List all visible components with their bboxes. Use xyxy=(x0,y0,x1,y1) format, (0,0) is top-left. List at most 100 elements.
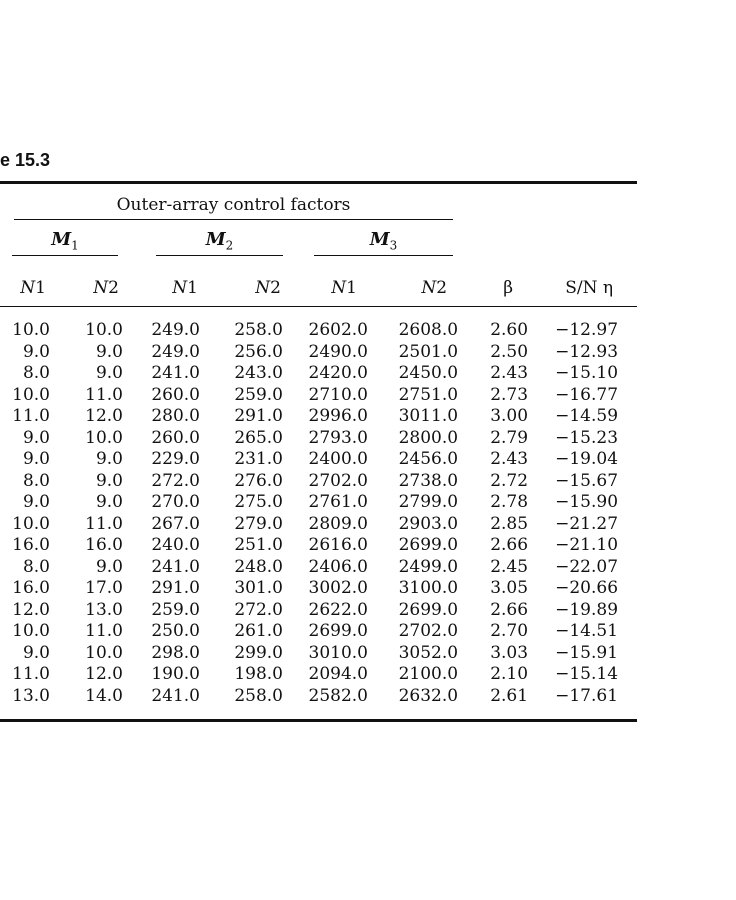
table-cell: 9.0 xyxy=(95,449,123,469)
spacer-cell xyxy=(618,621,637,643)
table-cell: 11.0 xyxy=(12,664,50,684)
table-cell: 2622.0 xyxy=(308,599,368,620)
table-cell: 9.0 xyxy=(22,341,50,362)
table-cell: 275.0 xyxy=(234,492,283,512)
table-cell: 261.0 xyxy=(234,621,283,641)
table-cell: 10.0 xyxy=(85,320,123,340)
table-cell: 2.85 xyxy=(490,513,529,534)
table-cell: 2501.0 xyxy=(398,341,459,362)
table-cell: −17.61 xyxy=(555,685,619,706)
table-cell: 299.0 xyxy=(234,642,283,663)
table-cell: 259.0 xyxy=(151,599,200,620)
table-cell: 256.0 xyxy=(234,341,283,362)
span-header-cell: Outer-array control factors xyxy=(0,183,458,220)
table-cell: 258.0 xyxy=(234,320,283,340)
table-cell: 2761.0 xyxy=(308,492,368,512)
table-cell: 2406.0 xyxy=(308,556,368,577)
table-cell: −12.97 xyxy=(555,320,619,340)
table-cell: 291.0 xyxy=(234,406,283,426)
table-cell: −15.90 xyxy=(555,492,619,512)
table-caption: e 15.3 xyxy=(0,150,51,170)
table-cell: 9.0 xyxy=(95,341,123,362)
table-cell: 259.0 xyxy=(234,384,283,405)
group-header-m1-subscript: 1 xyxy=(71,238,79,252)
table-cell: 2903.0 xyxy=(398,513,459,534)
table-cell: −20.66 xyxy=(555,578,619,598)
table-cell: 240.0 xyxy=(151,535,200,555)
group-header-m3: M3 xyxy=(283,220,458,256)
span-header-row: Outer-array control factors xyxy=(0,183,637,220)
table-cell: 2632.0 xyxy=(398,685,459,706)
table-cell: −15.14 xyxy=(555,664,619,684)
table-cell: 2.66 xyxy=(490,535,529,555)
table-cell: 2.72 xyxy=(490,470,529,491)
table-cell: 3052.0 xyxy=(398,642,459,663)
table-cell: 2.61 xyxy=(490,685,529,706)
table-cell: 190.0 xyxy=(151,664,200,684)
table-cell: 241.0 xyxy=(151,685,200,706)
table-row: 11.0 12.0 280.0 291.0 2996.0 3011.0 3.00 −14.59 xyxy=(0,406,637,428)
table-cell: −14.59 xyxy=(555,406,619,426)
table-cell: −16.77 xyxy=(555,384,619,405)
table-cell: 291.0 xyxy=(151,578,200,598)
table-cell: 10.0 xyxy=(12,513,50,534)
col-header-n1-m1-num: 1 xyxy=(35,278,46,298)
table-row: 11.0 12.0 190.0 198.0 2094.0 2100.0 2.10 −15.14 xyxy=(0,664,637,686)
table-cell: 16.0 xyxy=(12,578,50,598)
table-cell: 2400.0 xyxy=(308,449,368,469)
spacer-cell xyxy=(618,342,637,364)
table-cell: 11.0 xyxy=(85,513,123,534)
table-cell: 2996.0 xyxy=(308,406,368,426)
table-cell: 2420.0 xyxy=(308,363,368,383)
col-header-n1-m1: N1 xyxy=(0,256,50,307)
group-header-m3-letter: M xyxy=(369,228,390,250)
col-header-sn: S/N η xyxy=(528,256,619,307)
spacer-cell xyxy=(618,256,638,307)
spacer-cell xyxy=(618,557,637,579)
table-cell: 11.0 xyxy=(85,384,123,405)
col-header-n1-m3-letter: N xyxy=(331,278,347,298)
group-header-m2-letter: M xyxy=(205,228,226,250)
spacer-cell xyxy=(618,643,637,665)
table-cell: 2799.0 xyxy=(398,492,459,512)
col-header-n2-m2: N2 xyxy=(200,256,283,307)
col-header-n2-m1: N2 xyxy=(50,256,123,307)
table-cell: 258.0 xyxy=(234,685,283,706)
table-cell: 2100.0 xyxy=(398,664,459,684)
table-cell: 2608.0 xyxy=(398,320,459,340)
table-cell: 2751.0 xyxy=(398,384,459,405)
table-cell: 10.0 xyxy=(85,427,123,448)
table-cell: 276.0 xyxy=(234,470,283,491)
table-cell: 2.43 xyxy=(490,449,529,469)
table-cell: 10.0 xyxy=(12,384,50,405)
table-cell: −12.93 xyxy=(555,341,619,362)
table-cell: 3100.0 xyxy=(398,578,459,598)
table-cell: −19.89 xyxy=(555,599,619,620)
table-cell: 2456.0 xyxy=(398,449,459,469)
col-header-n1-m2: N1 xyxy=(123,256,200,307)
table-cell: 2800.0 xyxy=(398,427,459,448)
col-header-n2-m1-num: 2 xyxy=(108,278,119,298)
table-cell: 12.0 xyxy=(12,599,50,620)
col-header-n2-m3: N2 xyxy=(368,256,459,307)
table-cell: 2.78 xyxy=(490,492,529,512)
table-cell: 2094.0 xyxy=(308,664,368,684)
table-body: 10.0 10.0 249.0 258.0 2602.0 2608.0 2.60 −12.97… xyxy=(0,307,637,721)
table-cell: 12.0 xyxy=(85,406,123,426)
spacer-cell xyxy=(618,686,637,721)
table-cell: 272.0 xyxy=(234,599,283,620)
table-cell: 9.0 xyxy=(22,449,50,469)
table-cell: 2.79 xyxy=(490,427,529,448)
table-row: 16.0 16.0 240.0 251.0 2616.0 2699.0 2.66 −21.10 xyxy=(0,535,637,557)
table-cell: 9.0 xyxy=(95,492,123,512)
table-cell: 231.0 xyxy=(234,449,283,469)
table-cell: 2.10 xyxy=(490,664,529,684)
col-header-n1-m1-letter: N xyxy=(20,278,36,298)
table-row: 8.0 9.0 241.0 243.0 2420.0 2450.0 2.43 −15.10 xyxy=(0,363,637,385)
table-cell: 2738.0 xyxy=(398,470,459,491)
table-cell: 2.60 xyxy=(490,320,529,340)
col-header-n1-m2-letter: N xyxy=(172,278,188,298)
table-cell: 265.0 xyxy=(234,427,283,448)
table-cell: 267.0 xyxy=(151,513,200,534)
col-header-n1-m3: N1 xyxy=(283,256,368,307)
